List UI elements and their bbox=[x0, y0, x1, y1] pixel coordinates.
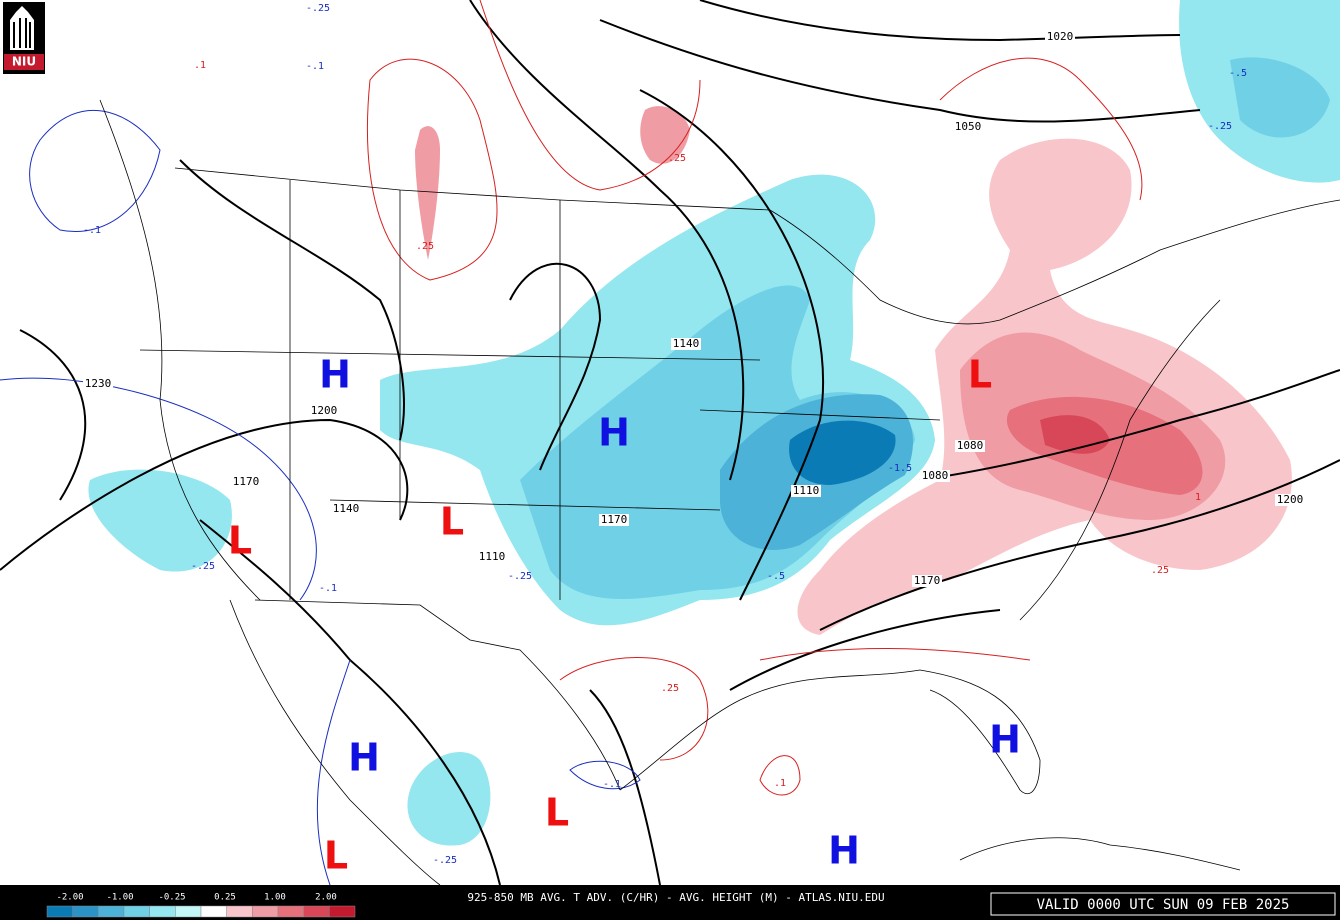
logo: NIU bbox=[3, 2, 45, 74]
height-label-bg bbox=[920, 470, 950, 482]
map-labels: 1020 1050 1140 1200 1230 1170 1140 1110 1170 1110… bbox=[83, 3, 1305, 878]
legend-swatch bbox=[277, 905, 304, 918]
height-label: 1080 bbox=[957, 439, 984, 452]
legend-label: -1.00 bbox=[106, 893, 133, 903]
height-label-bg bbox=[671, 338, 701, 350]
height-label-bg bbox=[1275, 494, 1305, 506]
legend-swatch bbox=[72, 905, 99, 918]
legend-swatch bbox=[46, 905, 73, 918]
height-label: 1110 bbox=[479, 550, 506, 563]
advection-label: -.1 bbox=[319, 583, 337, 594]
low-center: L bbox=[968, 353, 992, 397]
legend-swatch bbox=[303, 905, 330, 918]
height-label: 1020 bbox=[1047, 30, 1074, 43]
boundaries bbox=[99, 99, 1340, 886]
legend-label: 1.00 bbox=[264, 893, 286, 903]
cold-advection bbox=[88, 0, 1340, 846]
legend-swatch bbox=[149, 905, 176, 918]
height-label-bg bbox=[953, 121, 983, 133]
valid-box bbox=[990, 892, 1336, 916]
advection-label: -.1 bbox=[306, 61, 324, 72]
height-label: 1140 bbox=[333, 502, 360, 515]
advection-label: .1 bbox=[194, 60, 206, 71]
low-center: L bbox=[440, 500, 464, 544]
legend-swatch bbox=[123, 905, 150, 918]
height-label: 1230 bbox=[85, 377, 112, 390]
height-label-bg bbox=[231, 476, 261, 488]
legend-swatch bbox=[252, 905, 279, 918]
advection-label: -.25 bbox=[508, 571, 532, 582]
high-center: H bbox=[828, 829, 860, 873]
high-center: H bbox=[598, 411, 630, 455]
height-label-bg bbox=[1045, 31, 1075, 43]
legend-label: 2.00 bbox=[315, 893, 337, 903]
valid-time: VALID 0000 UTC SUN 09 FEB 2025 bbox=[1037, 897, 1290, 913]
height-label: 1080 bbox=[922, 469, 949, 482]
height-label-bg bbox=[599, 514, 629, 526]
height-label-bg bbox=[477, 551, 507, 563]
legend-swatch bbox=[329, 905, 356, 918]
height-label: 1200 bbox=[311, 404, 338, 417]
advection-label: -.1 bbox=[83, 225, 101, 236]
height-contours bbox=[0, 0, 1340, 886]
advection-label: .25 bbox=[668, 153, 686, 164]
height-label-bg bbox=[955, 440, 985, 452]
legend-label: 0.25 bbox=[214, 893, 236, 903]
advection-label: -.25 bbox=[191, 561, 215, 572]
advection-label: -1.5 bbox=[888, 463, 912, 474]
advection-label: -.25 bbox=[306, 3, 330, 14]
low-center: L bbox=[324, 834, 348, 878]
advection-label: -.25 bbox=[433, 855, 457, 866]
high-center: H bbox=[348, 736, 380, 780]
height-label: 1200 bbox=[1277, 493, 1304, 506]
advection-label: 1 bbox=[1195, 492, 1201, 503]
height-label-bg bbox=[912, 575, 942, 587]
legend: -2.00 -1.00 -0.25 0.25 1.00 2.00 bbox=[46, 893, 356, 918]
advection-contours bbox=[0, 0, 1143, 886]
high-center: H bbox=[319, 353, 351, 397]
height-label: 1170 bbox=[914, 574, 941, 587]
advection-label: -.1 bbox=[603, 779, 621, 790]
low-center: L bbox=[228, 519, 252, 563]
high-center: H bbox=[989, 718, 1021, 762]
advection-label: .25 bbox=[661, 683, 679, 694]
legend-swatch bbox=[175, 905, 202, 918]
footer-title: 925-850 MB AVG. T ADV. (C/HR) - AVG. HEI… bbox=[467, 891, 884, 904]
height-label: 1050 bbox=[955, 120, 982, 133]
legend-swatch bbox=[200, 905, 227, 918]
warm-advection bbox=[415, 106, 1292, 636]
height-label: 1170 bbox=[233, 475, 260, 488]
height-label-bg bbox=[309, 405, 339, 417]
low-center: L bbox=[545, 791, 569, 835]
height-label: 1140 bbox=[673, 337, 700, 350]
legend-label: -2.00 bbox=[56, 893, 83, 903]
advection-label: -.5 bbox=[767, 571, 785, 582]
advection-label: .1 bbox=[774, 778, 786, 789]
height-label-bg bbox=[791, 485, 821, 497]
height-label: 1170 bbox=[601, 513, 628, 526]
legend-swatch bbox=[98, 905, 125, 918]
advection-label: .25 bbox=[1151, 565, 1169, 576]
logo-text: NIU bbox=[12, 55, 36, 69]
height-label-bg bbox=[331, 503, 361, 515]
advection-label: .25 bbox=[416, 241, 434, 252]
legend-swatch bbox=[226, 905, 253, 918]
advection-label: -.5 bbox=[1229, 68, 1247, 79]
height-label: 1110 bbox=[793, 484, 820, 497]
legend-label: -0.25 bbox=[158, 893, 185, 903]
advection-label: -.25 bbox=[1208, 121, 1232, 132]
height-label-bg bbox=[83, 378, 113, 390]
